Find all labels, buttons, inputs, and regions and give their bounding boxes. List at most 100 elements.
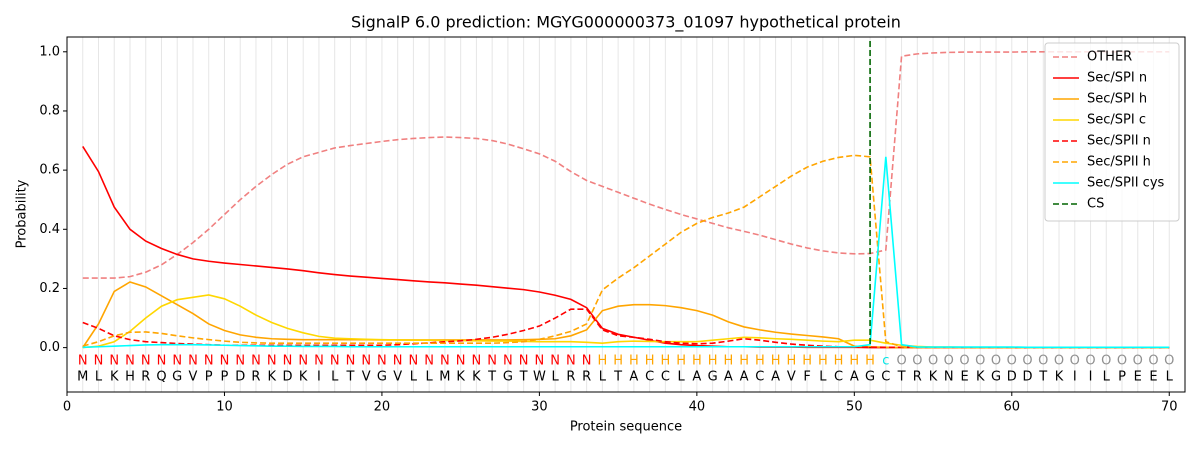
residue: R bbox=[913, 370, 922, 385]
residue-label: H bbox=[613, 354, 623, 369]
legend: OTHER Sec/SPI n Sec/SPI h Sec/SPI c Sec/SPII… bbox=[1044, 42, 1180, 222]
residue: T bbox=[519, 370, 528, 385]
legend-label: Sec/SPI n bbox=[1087, 71, 1147, 86]
residue-label: N bbox=[141, 354, 151, 369]
residue-label: c bbox=[882, 354, 889, 369]
residue: E bbox=[1149, 370, 1157, 385]
x-tick-label: 70 bbox=[1161, 400, 1178, 415]
residue: I bbox=[1089, 370, 1093, 385]
residue-label: H bbox=[597, 354, 607, 369]
residue-label: N bbox=[424, 354, 434, 369]
residue: K bbox=[456, 370, 465, 385]
residue-label: N bbox=[314, 354, 324, 369]
residue-label: N bbox=[298, 354, 308, 369]
residue: V bbox=[362, 370, 371, 385]
residue: P bbox=[221, 370, 229, 385]
series-line bbox=[82, 146, 1170, 349]
series-line bbox=[82, 294, 1170, 349]
x-tick-label: 0 bbox=[63, 400, 71, 415]
residue: L bbox=[426, 370, 434, 385]
residue-label: N bbox=[393, 354, 403, 369]
residue-label: H bbox=[771, 354, 781, 369]
x-tick-label: 30 bbox=[531, 400, 548, 415]
series-line bbox=[82, 50, 1170, 279]
residue-label: O bbox=[1070, 354, 1080, 369]
residue-label: H bbox=[660, 354, 670, 369]
legend-box bbox=[1044, 42, 1180, 222]
residue-label: N bbox=[346, 354, 356, 369]
residue-label: H bbox=[676, 354, 686, 369]
residue-label: N bbox=[220, 354, 230, 369]
residue: R bbox=[582, 370, 591, 385]
residue-label: H bbox=[834, 354, 844, 369]
residue-label: N bbox=[535, 354, 545, 369]
residue-label: N bbox=[172, 354, 182, 369]
y-axis-label: Probability bbox=[15, 179, 30, 248]
x-tick-label: 40 bbox=[689, 400, 706, 415]
residue-label: N bbox=[472, 354, 482, 369]
residue-label: O bbox=[1038, 354, 1048, 369]
residue-label: N bbox=[94, 354, 104, 369]
residue: M bbox=[439, 370, 450, 385]
residue: K bbox=[267, 370, 276, 385]
residue-label: O bbox=[1101, 354, 1111, 369]
residue-label: O bbox=[959, 354, 969, 369]
residue: V bbox=[787, 370, 796, 385]
residue-label: N bbox=[566, 354, 576, 369]
x-axis-label: Protein sequence bbox=[570, 420, 682, 435]
residue-label: N bbox=[550, 354, 560, 369]
legend-label: Sec/SPI h bbox=[1087, 92, 1147, 107]
residue-label: O bbox=[991, 354, 1001, 369]
residue: R bbox=[141, 370, 150, 385]
residue: P bbox=[1118, 370, 1126, 385]
residue-label: N bbox=[125, 354, 135, 369]
residue-label: N bbox=[487, 354, 497, 369]
residue-label: O bbox=[1133, 354, 1143, 369]
residue-label: H bbox=[629, 354, 639, 369]
residue-label: O bbox=[1022, 354, 1032, 369]
residue: A bbox=[740, 370, 749, 385]
residue-label: N bbox=[503, 354, 513, 369]
residue: D bbox=[1023, 370, 1033, 385]
residue: K bbox=[976, 370, 985, 385]
residue-label: O bbox=[1007, 354, 1017, 369]
residue: C bbox=[661, 370, 670, 385]
residue: R bbox=[566, 370, 575, 385]
series-line bbox=[82, 281, 1170, 349]
residue-label: H bbox=[692, 354, 702, 369]
residue: L bbox=[410, 370, 418, 385]
residue: L bbox=[1103, 370, 1111, 385]
residue: K bbox=[1055, 370, 1064, 385]
x-tick-label: 20 bbox=[374, 400, 391, 415]
residue-label: H bbox=[865, 354, 875, 369]
residue-label: O bbox=[912, 354, 922, 369]
legend-label: Sec/SPII h bbox=[1087, 155, 1151, 170]
residue: C bbox=[645, 370, 654, 385]
legend-label: Sec/SPI c bbox=[1087, 113, 1146, 128]
residue: W bbox=[533, 370, 546, 385]
residue: M bbox=[77, 370, 88, 385]
series-line bbox=[82, 156, 1170, 349]
residue: G bbox=[991, 370, 1001, 385]
residue-label: O bbox=[1054, 354, 1064, 369]
x-tick-label: 60 bbox=[1004, 400, 1021, 415]
residue-label: H bbox=[755, 354, 765, 369]
residue: V bbox=[393, 370, 402, 385]
chart-title: SignalP 6.0 prediction: MGYG000000373_01… bbox=[351, 13, 901, 33]
residue-label: N bbox=[157, 354, 167, 369]
residue: K bbox=[299, 370, 308, 385]
residue-label: N bbox=[204, 354, 214, 369]
residue: L bbox=[331, 370, 339, 385]
residue: A bbox=[724, 370, 733, 385]
plot-frame bbox=[66, 36, 1186, 393]
residue-label: O bbox=[1148, 354, 1158, 369]
residue: T bbox=[345, 370, 354, 385]
legend-label: Sec/SPII cys bbox=[1087, 176, 1165, 191]
residue-label: H bbox=[818, 354, 828, 369]
residue-label: O bbox=[1164, 354, 1174, 369]
residue: L bbox=[552, 370, 560, 385]
residue: V bbox=[189, 370, 198, 385]
residue: L bbox=[1166, 370, 1174, 385]
residue: L bbox=[677, 370, 685, 385]
legend-label: CS bbox=[1087, 197, 1104, 212]
